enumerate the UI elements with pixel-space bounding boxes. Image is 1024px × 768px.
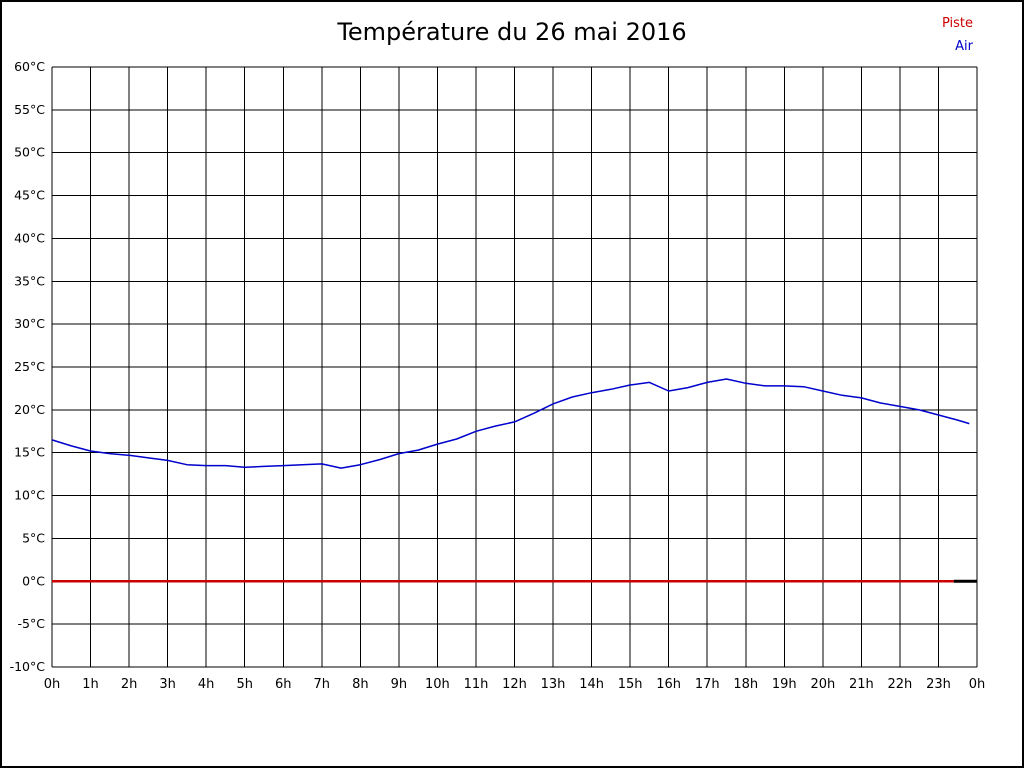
- x-tick-label: 16h: [656, 677, 681, 692]
- y-tick-label: 40°C: [14, 230, 45, 245]
- y-tick-label: 5°C: [22, 530, 45, 545]
- x-tick-label: 20h: [810, 677, 835, 692]
- x-tick-label: 21h: [849, 677, 874, 692]
- y-tick-label: 10°C: [14, 488, 45, 503]
- y-tick-label: 25°C: [14, 359, 45, 374]
- x-tick-label: 19h: [772, 677, 797, 692]
- x-tick-label: 14h: [579, 677, 604, 692]
- y-tick-label: -5°C: [18, 616, 46, 631]
- x-tick-label: 7h: [314, 677, 331, 692]
- x-tick-label: 0h: [969, 677, 986, 692]
- x-tick-label: 23h: [926, 677, 951, 692]
- x-tick-label: 2h: [121, 677, 138, 692]
- x-tick-label: 15h: [618, 677, 643, 692]
- x-tick-label: 4h: [198, 677, 215, 692]
- x-tick-label: 3h: [159, 677, 176, 692]
- chart-title: Température du 26 mai 2016: [337, 18, 687, 46]
- y-tick-label: 30°C: [14, 316, 45, 331]
- x-tick-label: 0h: [44, 677, 61, 692]
- x-tick-label: 13h: [541, 677, 566, 692]
- y-tick-label: 0°C: [22, 573, 45, 588]
- y-tick-label: 45°C: [14, 188, 45, 203]
- x-tick-label: 6h: [275, 677, 292, 692]
- y-tick-label: 55°C: [14, 102, 45, 117]
- chart-legend: Piste Air: [942, 12, 973, 58]
- y-tick-label: 60°C: [14, 59, 45, 74]
- y-tick-label: 20°C: [14, 402, 45, 417]
- y-tick-label: 35°C: [14, 273, 45, 288]
- x-tick-label: 22h: [888, 677, 913, 692]
- x-tick-label: 11h: [464, 677, 489, 692]
- x-tick-label: 9h: [391, 677, 408, 692]
- x-tick-label: 17h: [695, 677, 720, 692]
- x-tick-label: 10h: [425, 677, 450, 692]
- y-tick-label: -10°C: [10, 659, 46, 674]
- legend-air: Air: [955, 39, 973, 54]
- x-tick-label: 1h: [82, 677, 99, 692]
- x-tick-label: 12h: [502, 677, 527, 692]
- legend-piste: Piste: [941, 16, 973, 31]
- y-tick-label: 15°C: [14, 445, 45, 460]
- x-tick-label: 8h: [352, 677, 369, 692]
- x-tick-label: 5h: [236, 677, 253, 692]
- y-tick-label: 50°C: [14, 145, 45, 160]
- x-tick-label: 18h: [733, 677, 758, 692]
- air-line: [51, 378, 970, 469]
